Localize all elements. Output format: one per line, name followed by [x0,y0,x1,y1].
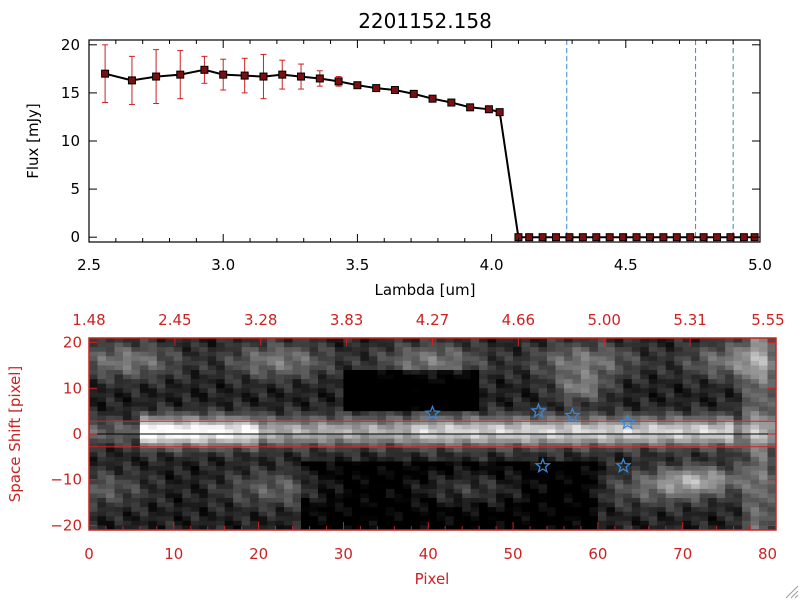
y-tick-label: 20 [61,36,80,54]
data-point [428,94,437,103]
data-point [353,81,362,90]
y-tick-label: −20 [50,516,82,534]
data-point [315,74,324,83]
top-tick-label: 5.31 [673,311,706,329]
y-tick-label: 10 [61,132,80,150]
image-x-ticks: 0 10 20 30 40 50 60 70 80 [84,522,777,563]
spectrum-line [104,68,755,239]
spectrum-title: 2201152.158 [358,9,492,33]
y-tick-label: 5 [70,180,80,198]
data-point [619,233,628,242]
y-tick-label: 0 [72,425,82,443]
data-point [605,233,614,242]
spectrum-panel: 2201152.158 2.5 3.0 3.5 4.0 4.5 5.0 05101520 … [24,9,772,299]
data-point [565,233,574,242]
data-point [645,233,654,242]
resize-grip-icon[interactable] [785,585,799,599]
top-tick-label: 3.83 [330,311,363,329]
y-tick-label: 10 [63,379,82,397]
top-tick-label: 5.55 [751,311,784,329]
top-tick-label: 4.27 [416,311,449,329]
spectrum-x-label: Lambda [um] [375,281,476,299]
data-point [297,72,306,81]
x-tick-label: 80 [758,545,777,563]
data-point [447,98,456,107]
data-point [240,71,249,80]
top-tick-label: 4.66 [502,311,535,329]
x-tick-label: 4.5 [614,256,638,274]
data-point [219,70,228,79]
image-panel: 0 10 20 30 40 50 60 70 80 20 10 0 −10 −20 1.48 2.45 3.… [6,311,785,588]
data-point [372,84,381,93]
data-point [578,233,587,242]
top-tick-label: 1.48 [72,311,105,329]
data-point [152,72,161,81]
data-point [127,76,136,85]
x-tick-label: 20 [249,545,268,563]
data-point [699,233,708,242]
x-tick-label: 0 [84,545,94,563]
data-point [484,105,493,114]
data-point [390,86,399,95]
image-top-ticks: 1.48 2.45 3.28 3.83 4.27 4.66 5.00 5.31 5.55 [72,311,785,346]
image-y-label: Space Shift [pixel] [6,366,24,503]
x-tick-label: 40 [419,545,438,563]
y-tick-label: −10 [50,471,82,489]
data-point [200,65,209,74]
spectrum-frame [88,39,761,243]
x-tick-label: 60 [588,545,607,563]
top-tick-label: 2.45 [158,311,191,329]
x-tick-label: 70 [673,545,692,563]
data-point [538,233,547,242]
x-tick-label: 30 [334,545,353,563]
y-tick-label: 20 [63,334,82,352]
x-tick-label: 3.0 [211,256,235,274]
star-icon [534,457,552,474]
x-tick-label: 5.0 [748,256,772,274]
top-tick-label: 5.00 [588,311,621,329]
spectrum-vlines [566,40,734,242]
x-tick-label: 3.5 [345,256,369,274]
spectrum-y-ticks: 0 5 10 15 20 [61,36,760,246]
data-point [525,233,534,242]
data-point [739,233,748,242]
x-tick-label: 4.0 [480,256,504,274]
image-stars [424,402,636,474]
data-point [101,69,110,78]
data-point [334,77,343,86]
star-icon [619,413,636,430]
image-y-ticks: 20 10 0 −10 −20 [50,334,776,534]
data-point [686,233,695,242]
data-point [672,233,681,242]
star-icon [424,404,441,421]
spectrum-x-ticks: 2.5 3.0 3.5 4.0 4.5 5.0 [77,40,772,274]
top-tick-label: 3.28 [244,311,277,329]
data-point [409,89,418,98]
data-point [259,72,268,81]
image-x-label: Pixel [415,570,450,588]
data-point [495,108,504,117]
x-tick-label: 50 [504,545,523,563]
data-point [726,233,735,242]
image-intensity [89,338,776,530]
data-point [713,233,722,242]
y-tick-label: 15 [61,84,80,102]
y-tick-label: 0 [70,228,80,246]
x-tick-label: 10 [164,545,183,563]
data-point [592,233,601,242]
star-icon [564,406,581,423]
data-point [466,103,475,112]
data-point [552,233,561,242]
data-point [632,233,641,242]
data-point [659,233,668,242]
image-lines [89,420,776,448]
star-icon [614,457,632,474]
spectrum-markers [101,65,759,242]
data-point [176,70,185,79]
x-tick-label: 2.5 [77,256,101,274]
data-point [278,70,287,79]
spectrum-y-label: Flux [mJy] [24,103,42,179]
star-icon [530,402,547,419]
